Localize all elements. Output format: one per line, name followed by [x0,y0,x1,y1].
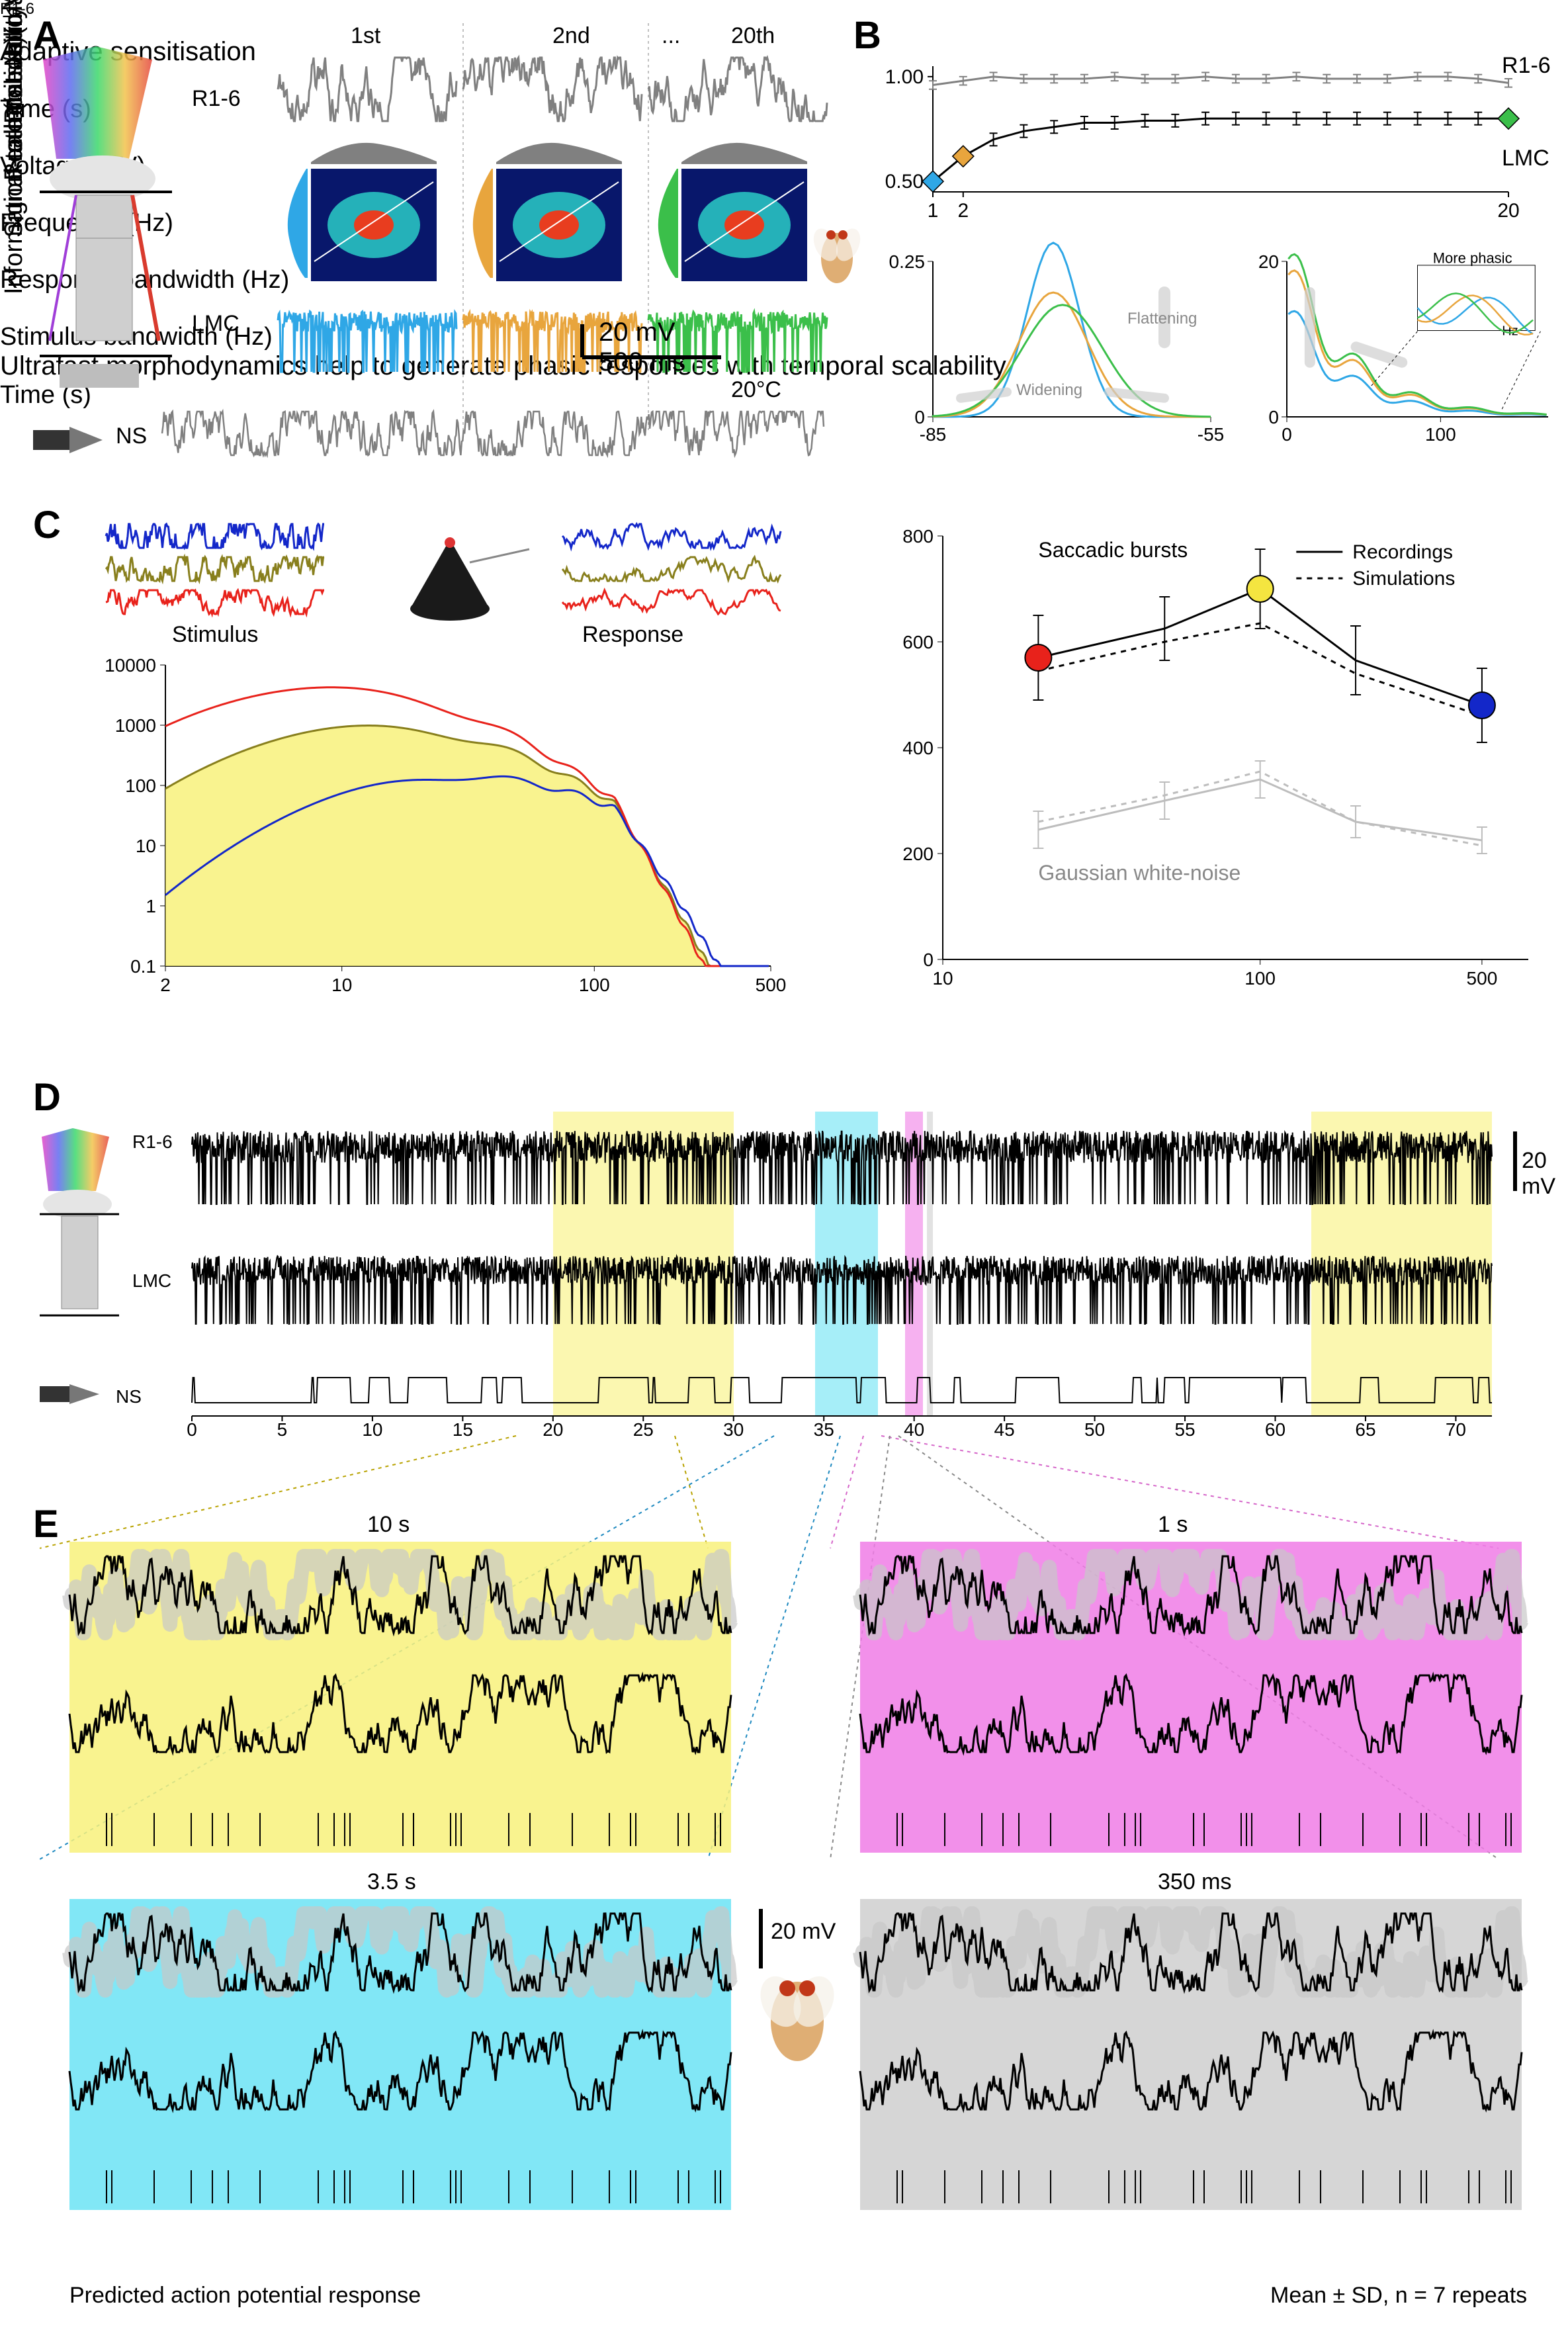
svg-text:Recordings: Recordings [1352,541,1453,563]
svg-text:0.1: 0.1 [130,956,156,977]
svg-text:100: 100 [1425,424,1456,445]
r16-label: R1-6 [192,86,241,112]
svg-text:Flattening: Flattening [1127,310,1197,328]
anatomy-icon [40,40,179,417]
c-left-chart: 0.1 1 10 100 1000 10000 2 10 100 500 [103,655,784,1006]
e-block-title: 1 s [1158,1512,1188,1538]
ns-label: NS [116,423,147,449]
c-minis [99,516,814,629]
c-resp: Response [582,622,683,648]
col20-label: 20th [731,23,775,49]
svg-text:10: 10 [932,968,953,989]
e-block [860,1542,1522,1853]
svg-text:10000: 10000 [105,655,156,676]
heatmap [460,132,632,291]
svg-text:Simulations: Simulations [1352,568,1455,590]
svg-text:500: 500 [1467,968,1498,989]
svg-text:20: 20 [1497,200,1519,222]
heatmap-x: R1-6 [0,0,1568,19]
col2-label: 2nd [552,23,590,49]
svg-text:0: 0 [1282,424,1292,445]
scale-v: 20 mV [599,318,675,347]
svg-text:800: 800 [902,526,934,547]
d-ns: NS [116,1386,142,1407]
r16-waves [278,53,827,126]
e-block-title: 350 ms [1158,1869,1232,1895]
svg-text:2: 2 [160,975,171,995]
svg-text:0: 0 [923,949,934,970]
d-r16: R1-6 [132,1131,173,1153]
svg-text:More phasic: More phasic [1433,249,1512,266]
b-lmc: LMC [1502,146,1549,171]
e-scale-v: 20 mV [771,1919,836,1945]
scale-t: 500 ms [599,347,685,377]
heatmap [275,132,447,291]
d-traces: 0510152025303540455055606570 [192,1112,1492,1436]
e-block-title: 3.5 s [367,1869,416,1895]
svg-text:1000: 1000 [115,715,156,736]
svg-text:0.50: 0.50 [885,171,924,193]
temp: 20°C [731,377,781,403]
e-footer-left: Predicted action potential response [69,2283,421,2309]
b-r16: R1-6 [1502,53,1551,79]
e-block [860,1899,1522,2210]
svg-text:-55: -55 [1198,424,1224,445]
svg-text:0: 0 [1268,407,1279,427]
svg-text:Saccadic bursts: Saccadic bursts [1038,538,1188,562]
svg-text:20: 20 [1258,251,1279,272]
svg-text:600: 600 [902,632,934,652]
e-block [69,1899,731,2210]
svg-text:200: 200 [902,844,934,864]
svg-text:500: 500 [756,975,787,995]
ns-icon [30,417,109,463]
panel-d-label: D [33,1075,61,1120]
svg-text:1.00: 1.00 [885,66,924,88]
svg-text:Widening: Widening [1016,381,1082,399]
panel-c-label: C [33,503,61,547]
col1-label: 1st [351,23,380,49]
c-right-chart: 0 200 400 600 800 10 100 500 Saccadic bursts Gaus… [880,523,1548,1006]
anatomy-icon-d [36,1125,129,1363]
heatmap [645,132,817,291]
svg-text:-85: -85 [920,424,946,445]
svg-text:Gaussian white-noise: Gaussian white-noise [1038,861,1241,885]
e-block [69,1542,731,1853]
c-stim: Stimulus [172,622,258,648]
lmc-label: LMC [192,311,240,337]
panel-e-label: E [33,1502,59,1546]
svg-text:100: 100 [1244,968,1276,989]
svg-text:1: 1 [928,200,939,222]
e-footer-right: Mean ± SD, n = 7 repeats [1270,2283,1527,2309]
b-left-chart: 00.25-85-55WideningFlattening [887,255,1217,453]
d-lmc: LMC [132,1270,171,1292]
svg-text:0.25: 0.25 [889,251,926,272]
svg-text:2: 2 [957,200,969,222]
svg-text:100: 100 [125,775,156,796]
svg-text:10: 10 [331,975,352,995]
panel-b-label: B [853,13,881,58]
b-top-chart: 0.50 1.00 12 20 [887,53,1548,225]
svg-text:10: 10 [136,836,156,856]
ns-waves [162,410,827,463]
d-scale-v: 20 mV [1522,1148,1568,1200]
fly-icon-small [807,212,867,291]
svg-text:100: 100 [579,975,610,995]
ns-icon-d [36,1376,109,1413]
ellipsis-label: ... [662,23,680,49]
svg-text:400: 400 [902,738,934,758]
e-block-title: 10 s [367,1512,410,1538]
svg-text:1: 1 [146,896,156,916]
cr-ylab: Information rate (bits/s) [0,0,28,294]
b-right-chart: 0200100More phasicHz [1244,255,1555,453]
